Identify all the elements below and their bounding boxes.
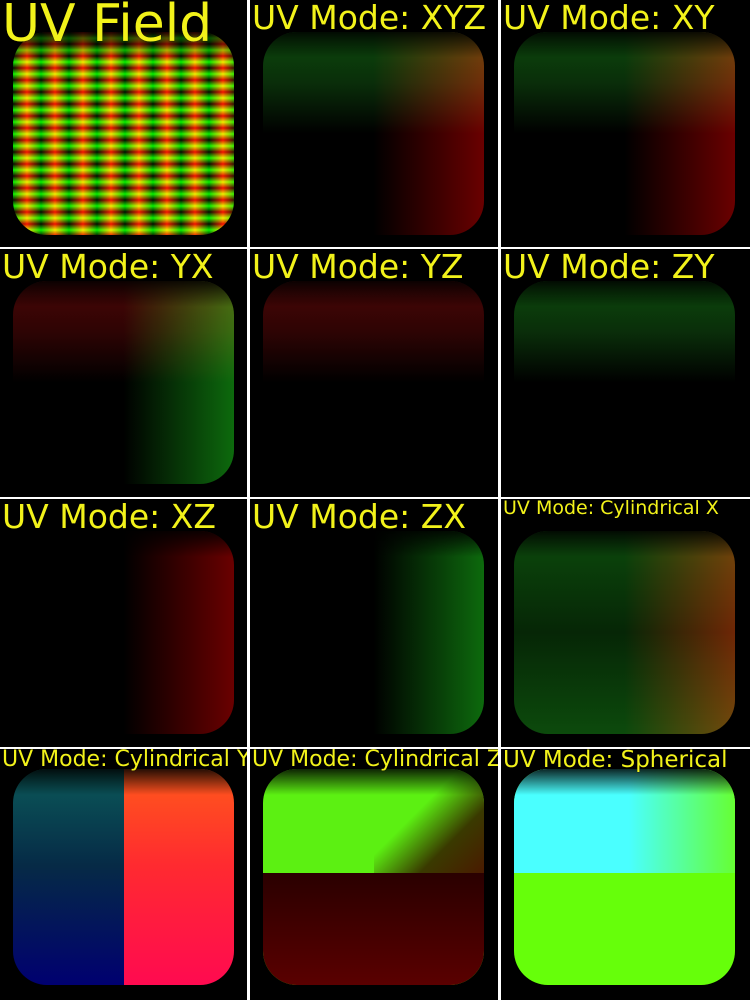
- panel-xyz: UV Mode: XYZ: [250, 0, 498, 247]
- xz-swatch: [13, 531, 234, 734]
- panel-title: UV Field: [2, 0, 213, 54]
- panel-cylindrical-y: UV Mode: Cylindrical Y: [0, 749, 247, 1000]
- panel-cylindrical-z: UV Mode: Cylindrical Z: [250, 749, 498, 1000]
- cylindrical-x-swatch: [514, 531, 735, 734]
- panel-title: UV Mode: XZ: [2, 499, 216, 536]
- panel-zx: UV Mode: ZX: [250, 499, 498, 747]
- xy-swatch: [514, 32, 735, 235]
- yz-swatch: [263, 281, 484, 484]
- panel-title: UV Mode: YX: [2, 249, 214, 286]
- panel-title: UV Mode: Cylindrical X: [503, 499, 719, 519]
- panel-title: UV Mode: Spherical: [503, 749, 728, 773]
- panel-title: UV Mode: YZ: [252, 249, 464, 286]
- spherical-swatch: [514, 769, 735, 985]
- zy-swatch: [514, 281, 735, 484]
- cylindrical-y-swatch: [13, 769, 234, 985]
- panel-title: UV Mode: Cylindrical Y: [2, 749, 247, 772]
- panel-yx: UV Mode: YX: [0, 249, 247, 497]
- panel-uv-field: UV Field: [0, 0, 247, 247]
- panel-title: UV Mode: Cylindrical Z: [252, 749, 498, 772]
- uv-field-swatch: [13, 32, 234, 235]
- panel-title: UV Mode: XYZ: [252, 0, 487, 37]
- panel-cylindrical-x: UV Mode: Cylindrical X: [501, 499, 750, 747]
- panel-zy: UV Mode: ZY: [501, 249, 750, 497]
- panel-yz: UV Mode: YZ: [250, 249, 498, 497]
- cylindrical-z-swatch: [263, 769, 484, 985]
- xyz-swatch: [263, 32, 484, 235]
- panel-title: UV Mode: ZY: [503, 249, 715, 286]
- panel-title: UV Mode: ZX: [252, 499, 466, 536]
- yx-swatch: [13, 281, 234, 484]
- panel-title: UV Mode: XY: [503, 0, 715, 37]
- panel-xy: UV Mode: XY: [501, 0, 750, 247]
- zx-swatch: [263, 531, 484, 734]
- panel-spherical: UV Mode: Spherical: [501, 749, 750, 1000]
- panel-xz: UV Mode: XZ: [0, 499, 247, 747]
